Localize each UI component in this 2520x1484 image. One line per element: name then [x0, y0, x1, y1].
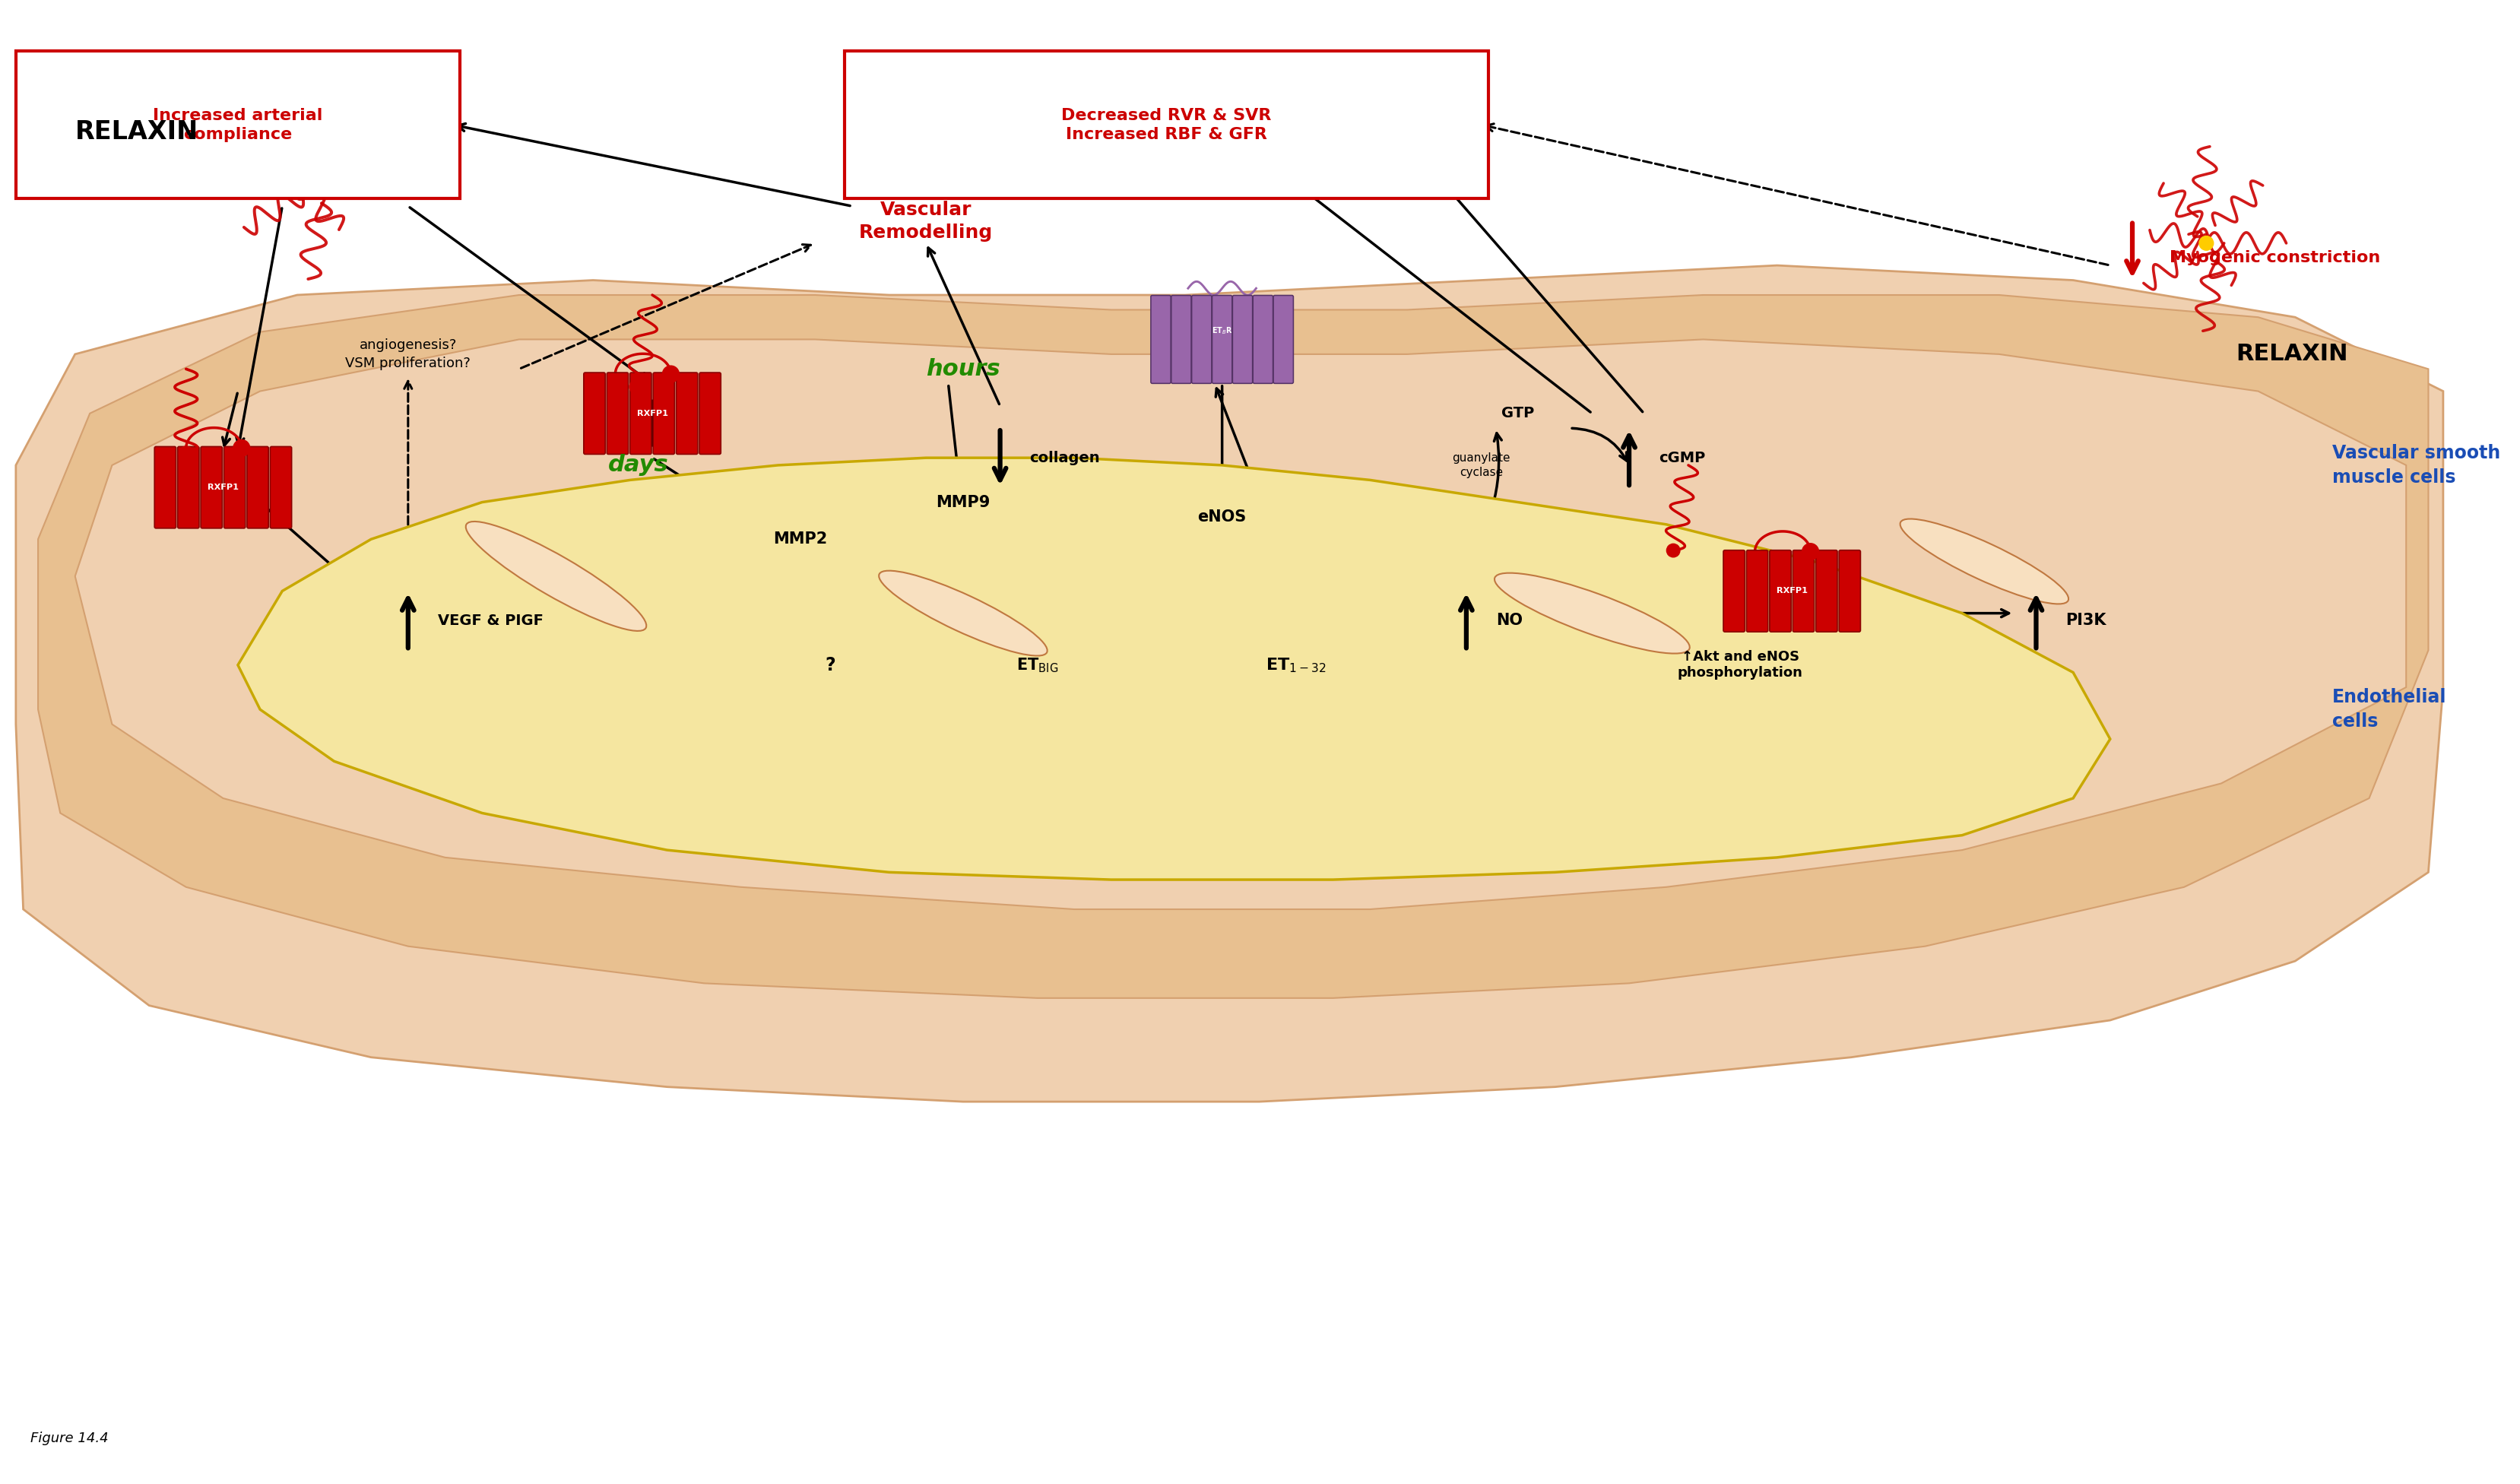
FancyBboxPatch shape: [202, 447, 222, 528]
Text: Increased arterial
compliance: Increased arterial compliance: [154, 108, 323, 142]
Text: ET$_B$R: ET$_B$R: [1212, 325, 1232, 337]
Polygon shape: [237, 457, 2109, 880]
Text: ↑Akt and eNOS
phosphorylation: ↑Akt and eNOS phosphorylation: [1676, 650, 1802, 680]
Text: ET$_{\mathrm{BIG}}$: ET$_{\mathrm{BIG}}$: [1016, 656, 1058, 674]
Text: RELAXIN: RELAXIN: [76, 120, 199, 145]
Text: cGMP: cGMP: [1658, 451, 1704, 464]
Text: Vascular smooth
muscle cells: Vascular smooth muscle cells: [2331, 444, 2500, 487]
Text: ?: ?: [824, 656, 834, 674]
Text: days: days: [607, 454, 668, 476]
FancyBboxPatch shape: [1814, 551, 1837, 632]
Circle shape: [179, 447, 194, 460]
FancyBboxPatch shape: [1252, 295, 1273, 383]
FancyBboxPatch shape: [1746, 551, 1767, 632]
Circle shape: [1666, 543, 1678, 556]
Text: angiogenesis?
VSM proliferation?: angiogenesis? VSM proliferation?: [345, 338, 471, 370]
FancyBboxPatch shape: [1232, 295, 1252, 383]
FancyBboxPatch shape: [607, 372, 627, 454]
Circle shape: [305, 177, 320, 191]
FancyBboxPatch shape: [675, 372, 698, 454]
FancyBboxPatch shape: [844, 50, 1487, 199]
Circle shape: [234, 439, 249, 457]
FancyBboxPatch shape: [224, 447, 244, 528]
FancyBboxPatch shape: [1212, 295, 1232, 383]
Text: MMP9: MMP9: [935, 494, 990, 510]
Text: GTP: GTP: [1502, 407, 1535, 420]
FancyBboxPatch shape: [176, 447, 199, 528]
FancyBboxPatch shape: [1192, 295, 1212, 383]
FancyBboxPatch shape: [653, 372, 675, 454]
FancyBboxPatch shape: [1792, 551, 1814, 632]
Ellipse shape: [879, 571, 1046, 656]
Polygon shape: [38, 295, 2427, 999]
Text: guanylate
cyclase: guanylate cyclase: [1452, 453, 1509, 478]
Text: Figure 14.4: Figure 14.4: [30, 1432, 108, 1445]
Text: Vascular
Remodelling: Vascular Remodelling: [859, 200, 993, 242]
Circle shape: [1802, 543, 1819, 559]
Ellipse shape: [466, 521, 645, 631]
Text: RXFP1: RXFP1: [1777, 588, 1807, 595]
FancyBboxPatch shape: [154, 447, 176, 528]
Ellipse shape: [1494, 573, 1688, 653]
Text: collagen: collagen: [1028, 451, 1099, 464]
Text: Decreased RVR & SVR
Increased RBF & GFR: Decreased RVR & SVR Increased RBF & GFR: [1061, 108, 1270, 142]
Text: RXFP1: RXFP1: [207, 484, 239, 491]
FancyBboxPatch shape: [1724, 551, 1744, 632]
FancyBboxPatch shape: [1152, 295, 1169, 383]
FancyBboxPatch shape: [1840, 551, 1860, 632]
Circle shape: [663, 365, 678, 383]
FancyBboxPatch shape: [1273, 295, 1293, 383]
FancyBboxPatch shape: [1172, 295, 1192, 383]
FancyBboxPatch shape: [1769, 551, 1792, 632]
Text: RXFP1: RXFP1: [638, 410, 668, 417]
Text: Myogenic constriction: Myogenic constriction: [2170, 251, 2379, 266]
Text: NO: NO: [1494, 613, 1522, 628]
Text: Endothelial
cells: Endothelial cells: [2331, 689, 2447, 730]
Text: PI3K: PI3K: [2064, 613, 2107, 628]
Text: RELAXIN: RELAXIN: [2235, 343, 2346, 365]
Polygon shape: [76, 340, 2407, 910]
Polygon shape: [15, 266, 2442, 1101]
FancyBboxPatch shape: [630, 372, 650, 454]
FancyBboxPatch shape: [585, 372, 605, 454]
FancyBboxPatch shape: [698, 372, 721, 454]
Text: ET$_{1-32}$: ET$_{1-32}$: [1265, 656, 1326, 674]
FancyBboxPatch shape: [270, 447, 292, 528]
Circle shape: [630, 380, 643, 393]
Text: MMP2: MMP2: [774, 531, 827, 546]
FancyBboxPatch shape: [247, 447, 270, 528]
Text: VEGF & PIGF: VEGF & PIGF: [438, 613, 544, 628]
Text: hours: hours: [925, 358, 1000, 380]
FancyBboxPatch shape: [15, 50, 459, 199]
Circle shape: [2197, 236, 2213, 251]
Text: eNOS: eNOS: [1197, 509, 1247, 525]
Ellipse shape: [1900, 519, 2069, 604]
